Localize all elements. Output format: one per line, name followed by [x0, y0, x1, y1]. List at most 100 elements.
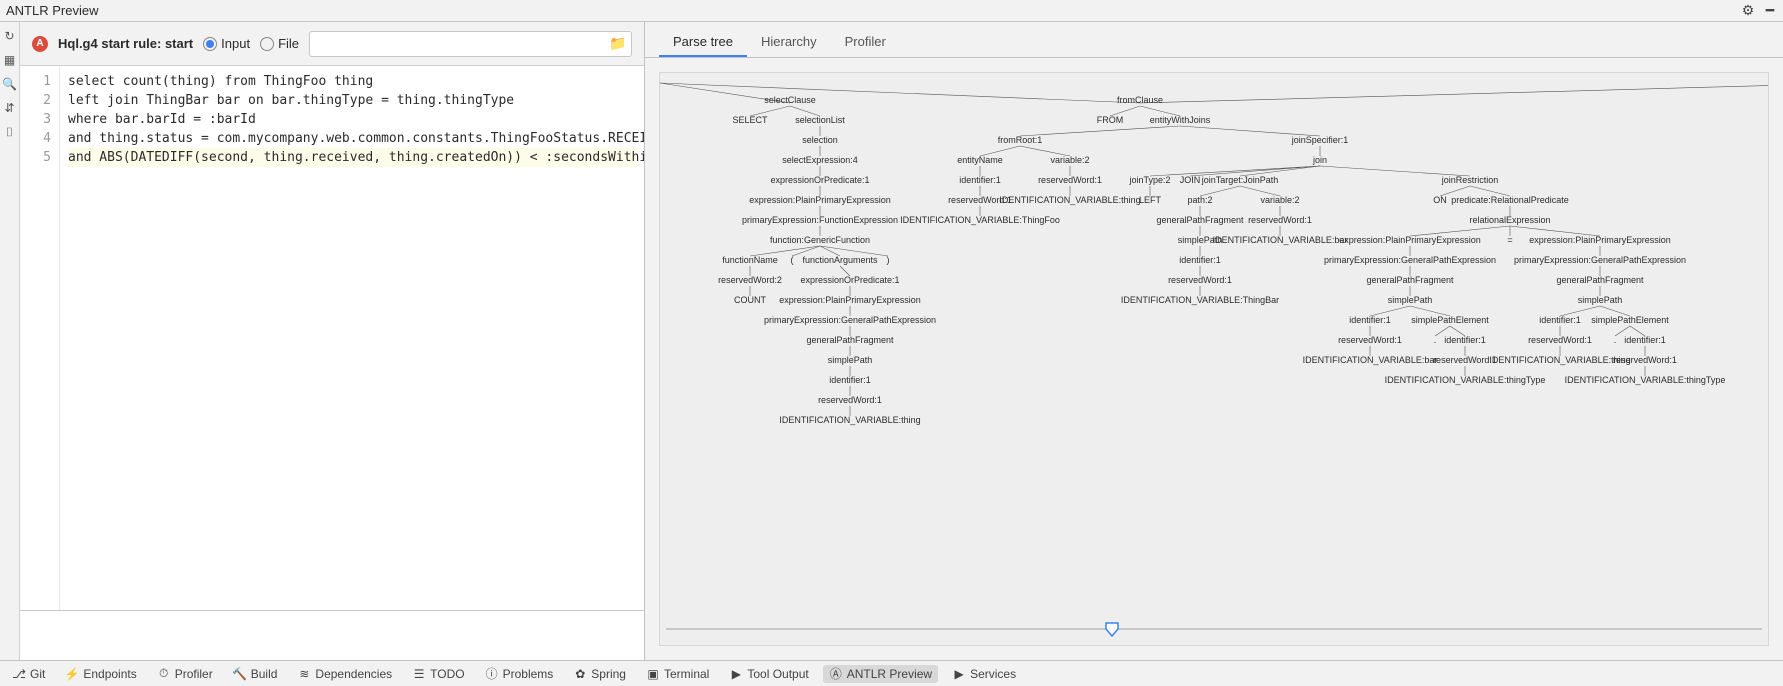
code-line: and thing.status = com.mycompany.web.com… — [68, 131, 644, 146]
tree-node: primaryExpression:GeneralPathExpression — [1514, 255, 1686, 265]
tree-node: expressionOrPredicate:1 — [770, 175, 869, 185]
editor[interactable]: 12345 select count(thing) from ThingFoo … — [20, 66, 644, 610]
dependencies-icon: ≋ — [297, 667, 311, 681]
zoom-slider[interactable] — [666, 619, 1762, 639]
toolwin-todo[interactable]: ☰TODO — [406, 665, 470, 683]
tree-node: reservedWord:1 — [1613, 355, 1677, 365]
gutter-button-4[interactable]: ⌷ — [2, 124, 18, 140]
tree-node: IDENTIFICATION_VARIABLE:ThingBar — [1121, 295, 1279, 305]
endpoints-icon: ⚡ — [65, 667, 79, 681]
tree-node: expression:PlainPrimaryExpression — [1339, 235, 1481, 245]
tree-node: identifier:1 — [1444, 335, 1486, 345]
tree-node: primaryExpression:GeneralPathExpression — [1324, 255, 1496, 265]
tree-node: selectClause — [764, 95, 816, 105]
tree-node: IDENTIFICATION_VARIABLE:thingType — [1565, 375, 1726, 385]
tree-node: variable:2 — [1260, 195, 1299, 205]
gutter-button-3[interactable]: ⇵ — [2, 100, 18, 116]
tree-node: simplePathElement — [1591, 315, 1669, 325]
tree-node: COUNT — [734, 295, 766, 305]
error-output — [20, 610, 644, 660]
toolwin-terminal[interactable]: ▣Terminal — [640, 665, 715, 683]
tree-node: IDENTIFICATION_VARIABLE:bar — [1213, 235, 1348, 245]
toolwin-problems[interactable]: ⓘProblems — [479, 665, 560, 683]
bottom-toolbar: ⎇Git ⚡Endpoints ⏱Profiler 🔨Build ≋Dependenci… — [0, 660, 1783, 686]
tree-node: selection — [802, 135, 838, 145]
tool-output-icon: ▶ — [729, 667, 743, 681]
tree-node: ) — [887, 255, 890, 265]
settings-icon[interactable]: ⚙ — [1741, 4, 1755, 18]
tab-hierarchy[interactable]: Hierarchy — [747, 27, 831, 57]
tree-node: IDENTIFICATION_VARIABLE:thingType — [1385, 375, 1546, 385]
gutter-button-2[interactable]: 🔍 — [2, 76, 18, 92]
services-icon: ▶ — [952, 667, 966, 681]
code-line: and ABS(DATEDIFF(second, thing.received,… — [68, 148, 636, 167]
tree-node: generalPathFragment — [1556, 275, 1644, 285]
tab-profiler[interactable]: Profiler — [831, 27, 900, 57]
minimize-icon[interactable]: ━ — [1763, 4, 1777, 18]
todo-icon: ☰ — [412, 667, 426, 681]
tree-node: reservedWord:2 — [718, 275, 782, 285]
toolwin-spring[interactable]: ✿Spring — [567, 665, 632, 683]
toolwin-build[interactable]: 🔨Build — [227, 665, 284, 683]
gutter-button-0[interactable]: ↻ — [2, 28, 18, 44]
tree-node: identifier:1 — [1539, 315, 1581, 325]
tree-node: primaryExpression:FunctionExpression — [742, 215, 898, 225]
tree-node: simplePathElement — [1411, 315, 1489, 325]
right-tabs: Parse treeHierarchyProfiler — [645, 22, 1783, 58]
file-path-input[interactable] — [314, 36, 609, 51]
tree-node: reservedWord:1 — [1248, 215, 1312, 225]
tree-node: path:2 — [1187, 195, 1212, 205]
tree-node: relationalExpression — [1469, 215, 1550, 225]
toolwin-tool-output[interactable]: ▶Tool Output — [723, 665, 814, 683]
code-area[interactable]: select count(thing) from ThingFoo thing … — [60, 66, 644, 610]
tree-node: functionArguments — [802, 255, 878, 265]
tree-node: IDENTIFICATION_VARIABLE:bar — [1303, 355, 1438, 365]
tree-node: ON — [1433, 195, 1447, 205]
tree-node: predicate:RelationalPredicate — [1451, 195, 1569, 205]
antlr-preview-icon: Ⓐ — [829, 667, 843, 681]
tree-node: primaryExpression:GeneralPathExpression — [764, 315, 936, 325]
tree-node: joinRestriction — [1441, 175, 1499, 185]
parse-tree-scroll[interactable]: selectClauseSELECTselectionListselection… — [660, 73, 1768, 645]
folder-icon[interactable]: 📁 — [609, 35, 627, 53]
toolwin-antlr-preview[interactable]: ⒶANTLR Preview — [823, 665, 938, 683]
git-icon: ⎇ — [12, 667, 26, 681]
tree-node: LEFT — [1139, 195, 1162, 205]
file-path-field[interactable]: 📁 — [309, 31, 632, 57]
radio-input-mode-text[interactable]: Input — [203, 36, 250, 51]
tree-node: . — [1434, 335, 1437, 345]
tab-parse-tree[interactable]: Parse tree — [659, 27, 747, 57]
tree-node: fromRoot:1 — [998, 135, 1043, 145]
toolwin-profiler[interactable]: ⏱Profiler — [151, 665, 219, 683]
tree-node: reservedWord:1 — [1528, 335, 1592, 345]
toolwin-endpoints[interactable]: ⚡Endpoints — [59, 665, 142, 683]
tree-node: identifier:1 — [1179, 255, 1221, 265]
parse-tree-svg: selectClauseSELECTselectionListselection… — [660, 73, 1768, 503]
toolwin-git[interactable]: ⎇Git — [6, 665, 51, 683]
tree-node: reservedWord:1 — [818, 395, 882, 405]
build-icon: 🔨 — [233, 667, 247, 681]
tree-node: selectionList — [795, 115, 845, 125]
parse-tree-area: selectClauseSELECTselectionListselection… — [659, 72, 1769, 646]
tree-node: joinType:2 — [1128, 175, 1170, 185]
gutter-button-1[interactable]: ▦ — [2, 52, 18, 68]
line-numbers: 12345 — [20, 66, 60, 610]
tree-node: simplePath — [1578, 295, 1623, 305]
tree-node: variable:2 — [1050, 155, 1089, 165]
tree-node: reservedWord:1 — [1038, 175, 1102, 185]
antlr-file-icon: A — [32, 36, 48, 52]
tree-node: . — [1614, 335, 1617, 345]
tree-node: IDENTIFICATION_VARIABLE:thing — [1489, 355, 1630, 365]
grammar-rule-label: Hql.g4 start rule: start — [58, 36, 193, 51]
radio-input-mode-file[interactable]: File — [260, 36, 299, 51]
tree-node: entityWithJoins — [1150, 115, 1211, 125]
toolwin-services[interactable]: ▶Services — [946, 665, 1022, 683]
tree-node: functionName — [722, 255, 778, 265]
tree-node: IDENTIFICATION_VARIABLE:thing — [999, 195, 1140, 205]
tree-node: joinTarget:JoinPath — [1201, 175, 1279, 185]
toolwin-dependencies[interactable]: ≋Dependencies — [291, 665, 398, 683]
problems-icon: ⓘ — [485, 667, 499, 681]
tree-node: fromClause — [1117, 95, 1163, 105]
tree-node: joinSpecifier:1 — [1291, 135, 1349, 145]
grammar-toolbar: A Hql.g4 start rule: start Input File — [20, 22, 644, 66]
